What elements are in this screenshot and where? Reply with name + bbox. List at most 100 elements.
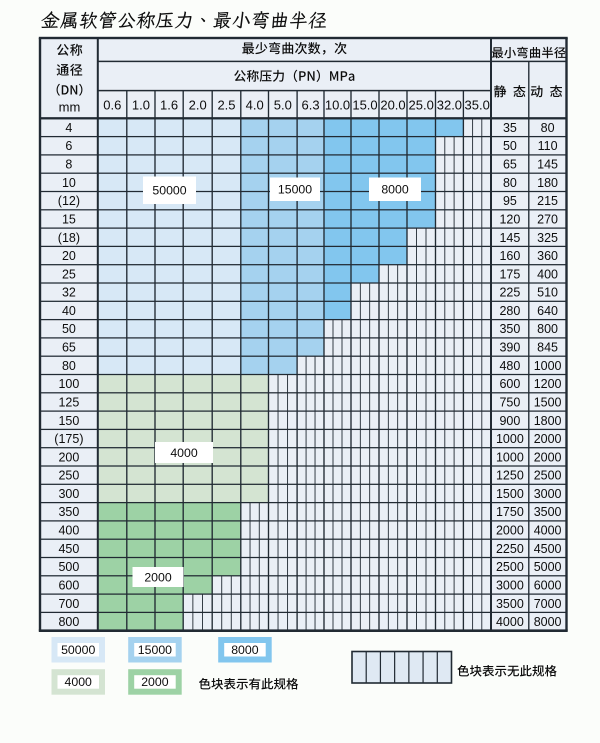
svg-text:2000: 2000 <box>496 524 524 538</box>
svg-text:4000: 4000 <box>496 615 524 629</box>
svg-text:480: 480 <box>499 359 520 373</box>
svg-text:300: 300 <box>58 487 79 501</box>
svg-text:6: 6 <box>65 139 72 153</box>
svg-text:32: 32 <box>62 286 76 300</box>
svg-text:600: 600 <box>499 377 520 391</box>
svg-text:4000: 4000 <box>65 675 93 689</box>
svg-text:2000: 2000 <box>144 570 172 584</box>
svg-text:200: 200 <box>58 450 79 464</box>
svg-text:50000: 50000 <box>61 643 95 657</box>
svg-text:510: 510 <box>537 286 558 300</box>
svg-text:15000: 15000 <box>138 643 172 657</box>
svg-text:1.6: 1.6 <box>160 97 178 112</box>
svg-text:5.0: 5.0 <box>274 97 292 112</box>
svg-text:325: 325 <box>537 231 558 245</box>
svg-text:6000: 6000 <box>534 578 562 592</box>
svg-text:250: 250 <box>58 469 79 483</box>
svg-text:450: 450 <box>58 542 79 556</box>
svg-text:1500: 1500 <box>496 487 524 501</box>
svg-text:15: 15 <box>62 213 76 227</box>
svg-text:(175): (175) <box>54 432 83 446</box>
svg-text:50: 50 <box>503 139 517 153</box>
svg-text:900: 900 <box>499 414 520 428</box>
svg-text:800: 800 <box>537 322 558 336</box>
svg-text:20: 20 <box>62 249 76 263</box>
svg-text:4: 4 <box>65 121 72 135</box>
svg-text:32.0: 32.0 <box>437 97 462 112</box>
svg-text:400: 400 <box>58 524 79 538</box>
svg-text:1000: 1000 <box>496 432 524 446</box>
svg-text:1250: 1250 <box>496 469 524 483</box>
svg-text:80: 80 <box>62 359 76 373</box>
svg-text:3000: 3000 <box>496 578 524 592</box>
svg-text:120: 120 <box>499 213 520 227</box>
svg-text:175: 175 <box>499 267 520 281</box>
svg-text:350: 350 <box>499 322 520 336</box>
svg-text:65: 65 <box>503 158 517 172</box>
svg-text:1750: 1750 <box>496 505 524 519</box>
svg-text:225: 225 <box>499 286 520 300</box>
svg-text:3000: 3000 <box>534 487 562 501</box>
svg-text:145: 145 <box>499 231 520 245</box>
svg-text:8: 8 <box>65 158 72 172</box>
svg-text:360: 360 <box>537 249 558 263</box>
svg-text:mm: mm <box>59 99 81 114</box>
svg-text:350: 350 <box>58 505 79 519</box>
svg-text:80: 80 <box>503 176 517 190</box>
svg-text:390: 390 <box>499 341 520 355</box>
svg-text:600: 600 <box>58 578 79 592</box>
svg-text:280: 280 <box>499 304 520 318</box>
svg-text:4500: 4500 <box>534 542 562 556</box>
svg-text:160: 160 <box>499 249 520 263</box>
svg-text:(18): (18) <box>58 231 80 245</box>
svg-text:15.0: 15.0 <box>352 97 377 112</box>
svg-text:750: 750 <box>499 395 520 409</box>
svg-text:2.0: 2.0 <box>189 97 207 112</box>
svg-text:100: 100 <box>58 377 79 391</box>
svg-text:125: 125 <box>58 395 79 409</box>
svg-text:2000: 2000 <box>534 432 562 446</box>
svg-text:180: 180 <box>537 176 558 190</box>
svg-text:3500: 3500 <box>534 505 562 519</box>
svg-text:35: 35 <box>503 121 517 135</box>
svg-text:65: 65 <box>62 341 76 355</box>
svg-text:1500: 1500 <box>534 395 562 409</box>
svg-text:20.0: 20.0 <box>380 97 405 112</box>
svg-text:5000: 5000 <box>534 560 562 574</box>
svg-text:150: 150 <box>58 414 79 428</box>
svg-text:1800: 1800 <box>534 414 562 428</box>
svg-text:3500: 3500 <box>496 597 524 611</box>
svg-text:10.0: 10.0 <box>325 97 350 112</box>
svg-text:2500: 2500 <box>534 469 562 483</box>
svg-text:400: 400 <box>537 267 558 281</box>
svg-text:4.0: 4.0 <box>246 97 264 112</box>
svg-text:50: 50 <box>62 322 76 336</box>
svg-text:2500: 2500 <box>496 560 524 574</box>
svg-text:1200: 1200 <box>534 377 562 391</box>
svg-text:2250: 2250 <box>496 542 524 556</box>
svg-text:25: 25 <box>62 267 76 281</box>
svg-text:40: 40 <box>62 304 76 318</box>
svg-text:110: 110 <box>538 139 558 153</box>
svg-text:2000: 2000 <box>534 450 562 464</box>
svg-text:0.6: 0.6 <box>103 97 121 112</box>
svg-text:845: 845 <box>537 341 558 355</box>
svg-text:4000: 4000 <box>170 446 198 460</box>
svg-text:80: 80 <box>541 121 555 135</box>
svg-text:800: 800 <box>58 615 79 629</box>
svg-text:1.0: 1.0 <box>132 97 150 112</box>
svg-text:1000: 1000 <box>534 359 562 373</box>
svg-text:270: 270 <box>537 213 558 227</box>
svg-text:640: 640 <box>537 304 558 318</box>
svg-text:2.5: 2.5 <box>217 97 235 112</box>
svg-text:15000: 15000 <box>278 183 312 197</box>
svg-text:50000: 50000 <box>152 184 186 198</box>
svg-text:8000: 8000 <box>534 615 562 629</box>
svg-text:215: 215 <box>537 194 558 208</box>
svg-text:25.0: 25.0 <box>409 97 434 112</box>
svg-text:145: 145 <box>537 158 558 172</box>
svg-text:6.3: 6.3 <box>302 97 320 112</box>
svg-text:2000: 2000 <box>141 675 169 689</box>
svg-text:10: 10 <box>62 176 76 190</box>
svg-text:7000: 7000 <box>534 597 562 611</box>
